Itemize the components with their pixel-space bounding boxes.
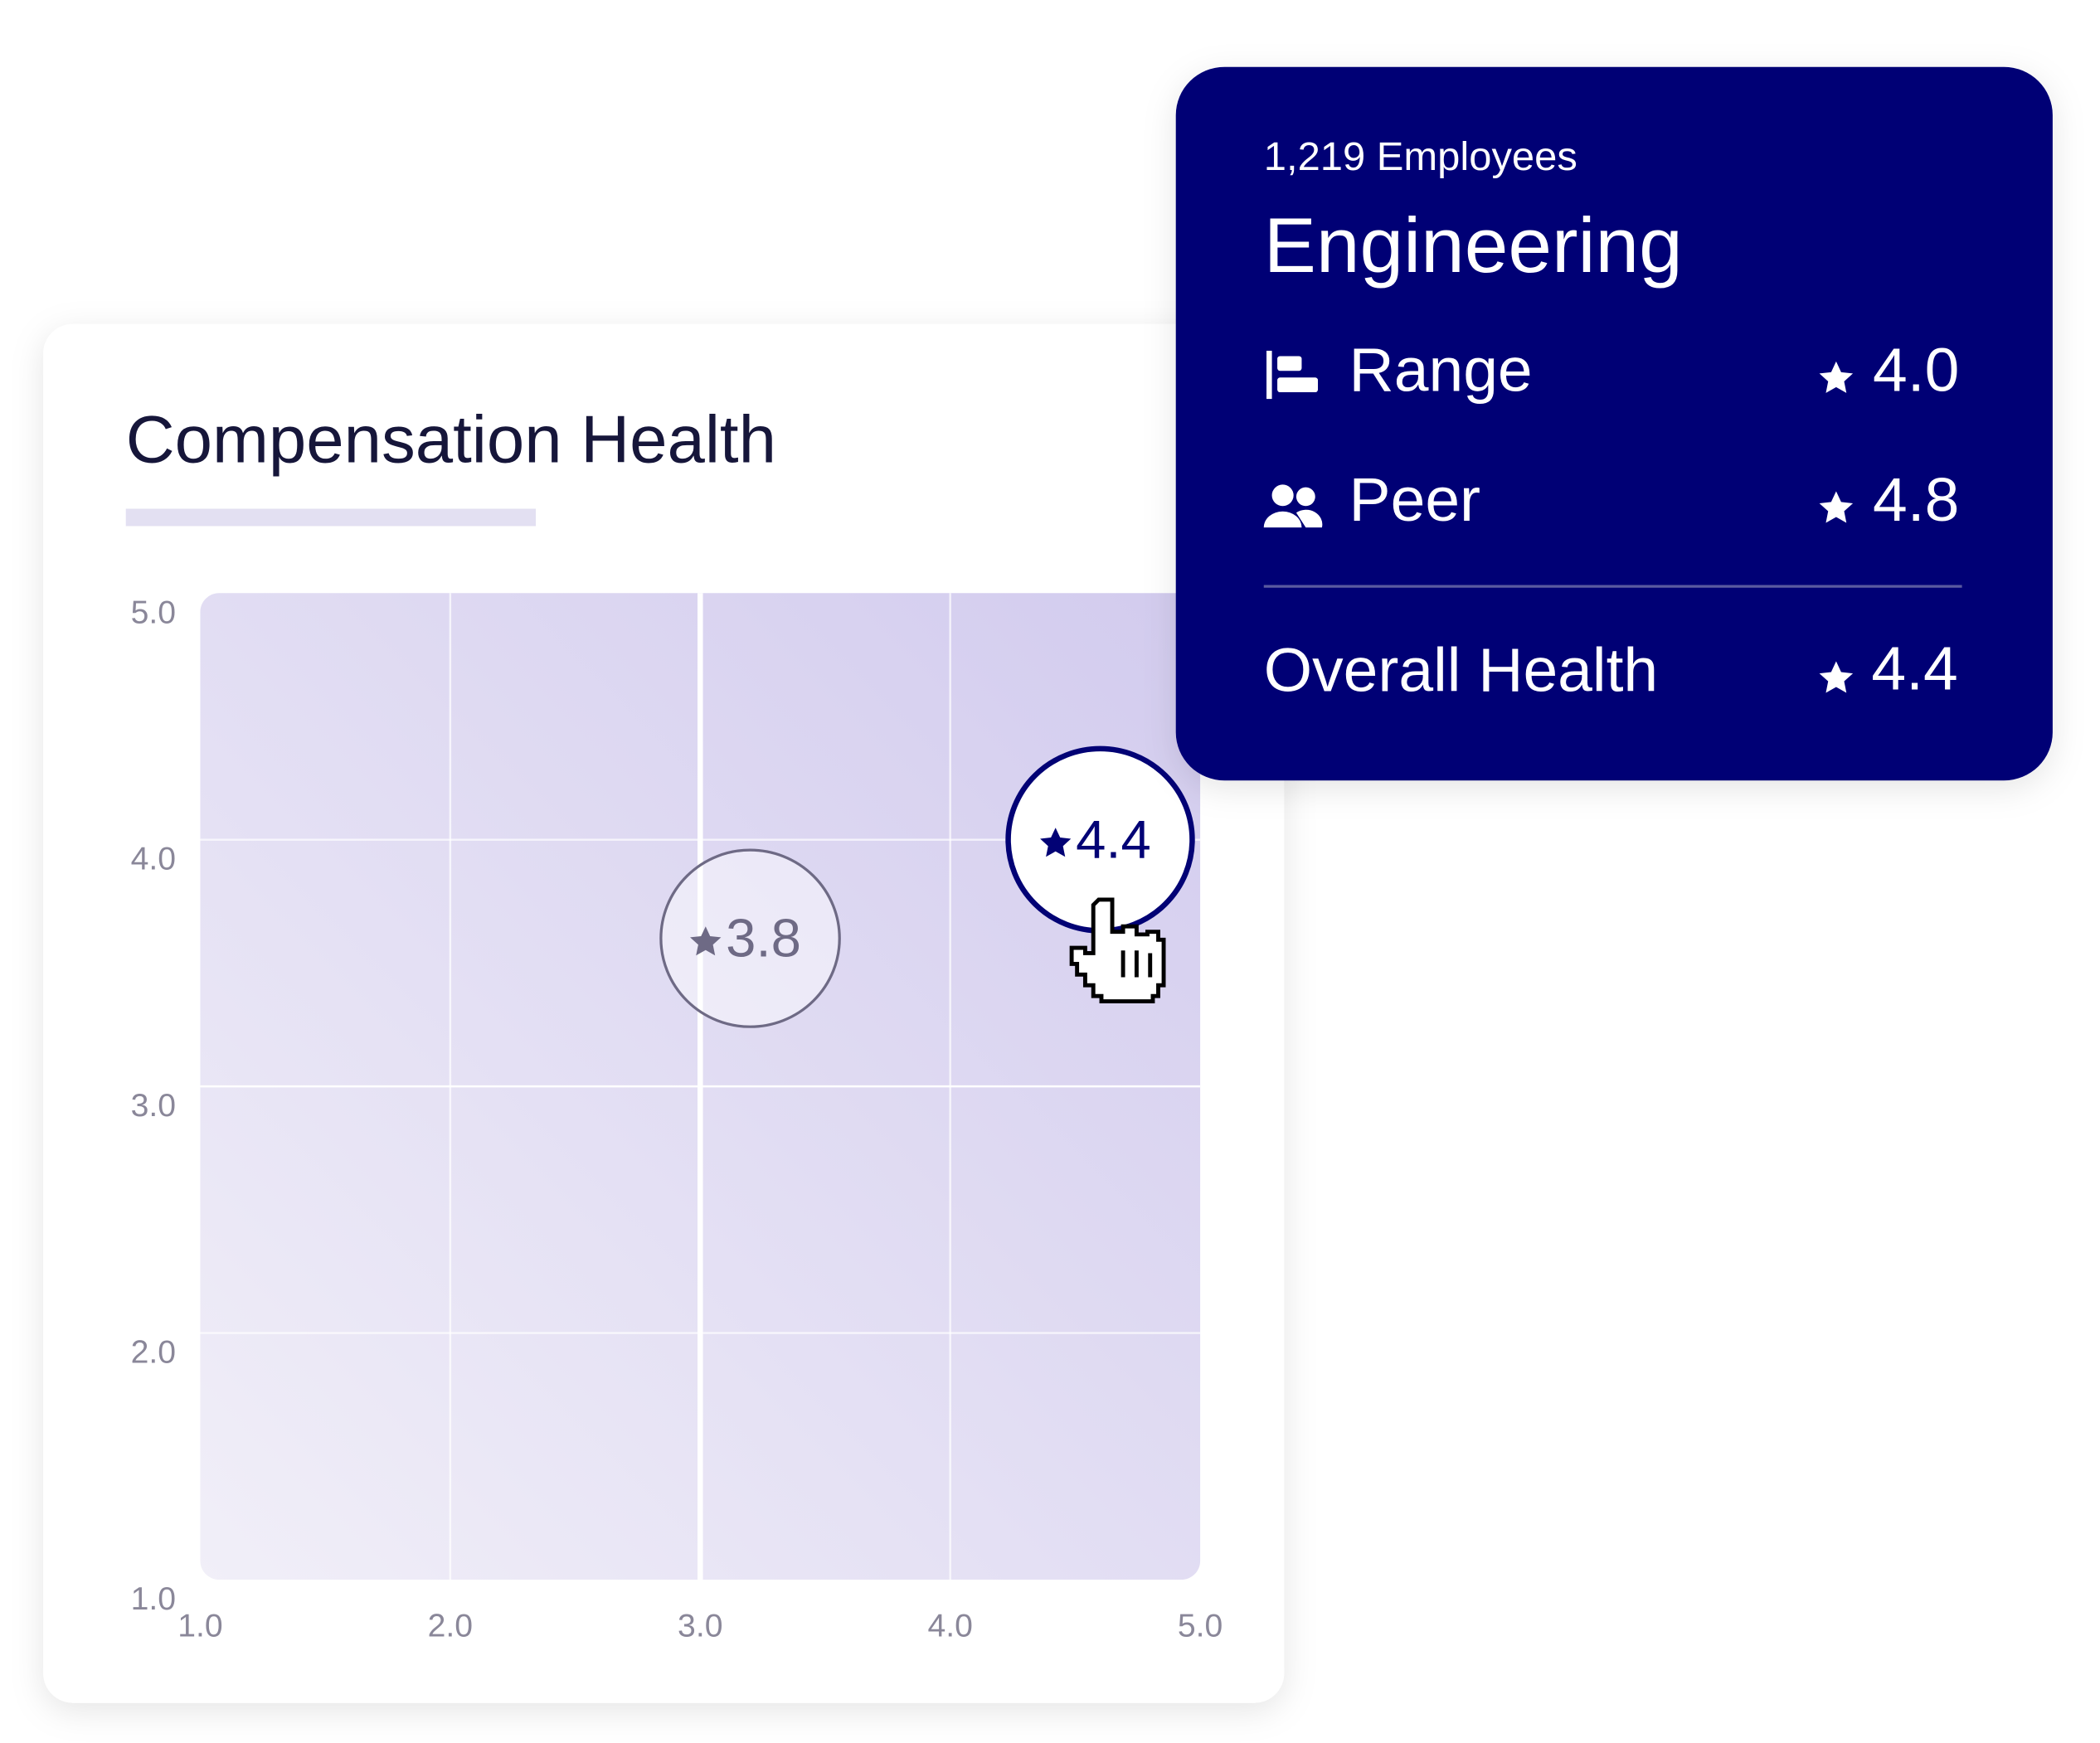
row-score: 4.8 [1873,465,1959,535]
y-tick-label: 3.0 [131,1088,176,1124]
x-tick-label: 5.0 [1178,1609,1223,1644]
tooltip [1175,66,2053,781]
range-icon [1266,350,1319,400]
y-tick-label: 4.0 [131,842,176,877]
y-tick-label: 1.0 [131,1581,176,1617]
chart-title: Compensation Health [126,403,776,478]
star-icon [690,926,722,956]
x-tick-label: 3.0 [678,1609,722,1644]
overall-label: Overall Health [1264,635,1658,705]
overall-score: 4.4 [1871,634,1957,703]
x-tick-label: 1.0 [177,1609,222,1644]
bubble-score: 3.8 [726,908,801,969]
peer-icon [1263,484,1323,528]
star-icon [1040,828,1072,857]
star-icon [1819,661,1854,693]
cursor [1069,897,1166,1004]
bubble-score: 4.4 [1076,809,1151,870]
bubble [659,848,841,1028]
title-underline [125,508,537,527]
row-score: 4.0 [1873,335,1959,405]
x-tick-label: 2.0 [428,1609,473,1644]
y-tick-label: 2.0 [131,1335,176,1371]
star-icon [1819,491,1854,523]
y-tick-label: 5.0 [131,595,176,630]
row-label: Peer [1349,465,1480,535]
row-label: Range [1349,335,1533,405]
star-icon [1819,361,1854,393]
tooltip-title: Engineering [1264,202,1683,289]
x-tick-label: 4.0 [927,1609,972,1644]
employee-count: 1,219 Employees [1264,134,1577,179]
